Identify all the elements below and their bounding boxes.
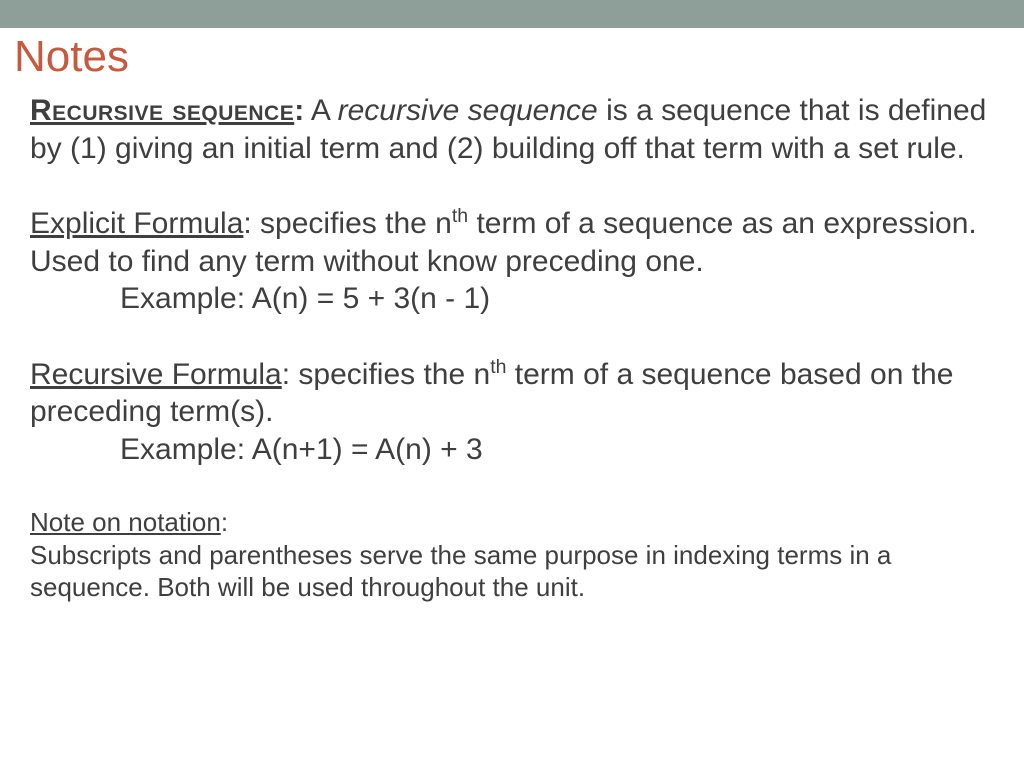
section-recursive-sequence: Recursive sequence: A recursive sequence… bbox=[30, 92, 994, 167]
top-accent-bar bbox=[0, 0, 1024, 28]
section-recursive-formula: Recursive Formula: specifies the nth ter… bbox=[30, 356, 994, 469]
slide-content: Recursive sequence: A recursive sequence… bbox=[0, 92, 1024, 604]
term-recursive-sequence: Recursive sequence bbox=[30, 94, 294, 127]
page-title: Notes bbox=[0, 28, 1024, 92]
superscript-th: th bbox=[452, 205, 468, 227]
explicit-example: Example: A(n) = 5 + 3(n - 1) bbox=[30, 280, 994, 318]
recursive-example: Example: A(n+1) = A(n) + 3 bbox=[30, 431, 994, 469]
lead-text: A bbox=[304, 94, 337, 127]
colon: : bbox=[294, 94, 304, 127]
italic-term: recursive sequence bbox=[338, 94, 598, 127]
notation-body: Subscripts and parentheses serve the sam… bbox=[30, 540, 891, 603]
section-notation: Note on notation: Subscripts and parenth… bbox=[30, 506, 994, 604]
desc-part1: : specifies the n bbox=[243, 207, 451, 240]
colon: : bbox=[221, 507, 228, 537]
term-recursive-formula: Recursive Formula bbox=[30, 358, 282, 391]
section-explicit-formula: Explicit Formula: specifies the nth term… bbox=[30, 205, 994, 318]
superscript-th: th bbox=[490, 356, 506, 378]
term-notation: Note on notation bbox=[30, 507, 221, 537]
term-explicit-formula: Explicit Formula bbox=[30, 207, 243, 240]
desc-part1: : specifies the n bbox=[282, 358, 490, 391]
